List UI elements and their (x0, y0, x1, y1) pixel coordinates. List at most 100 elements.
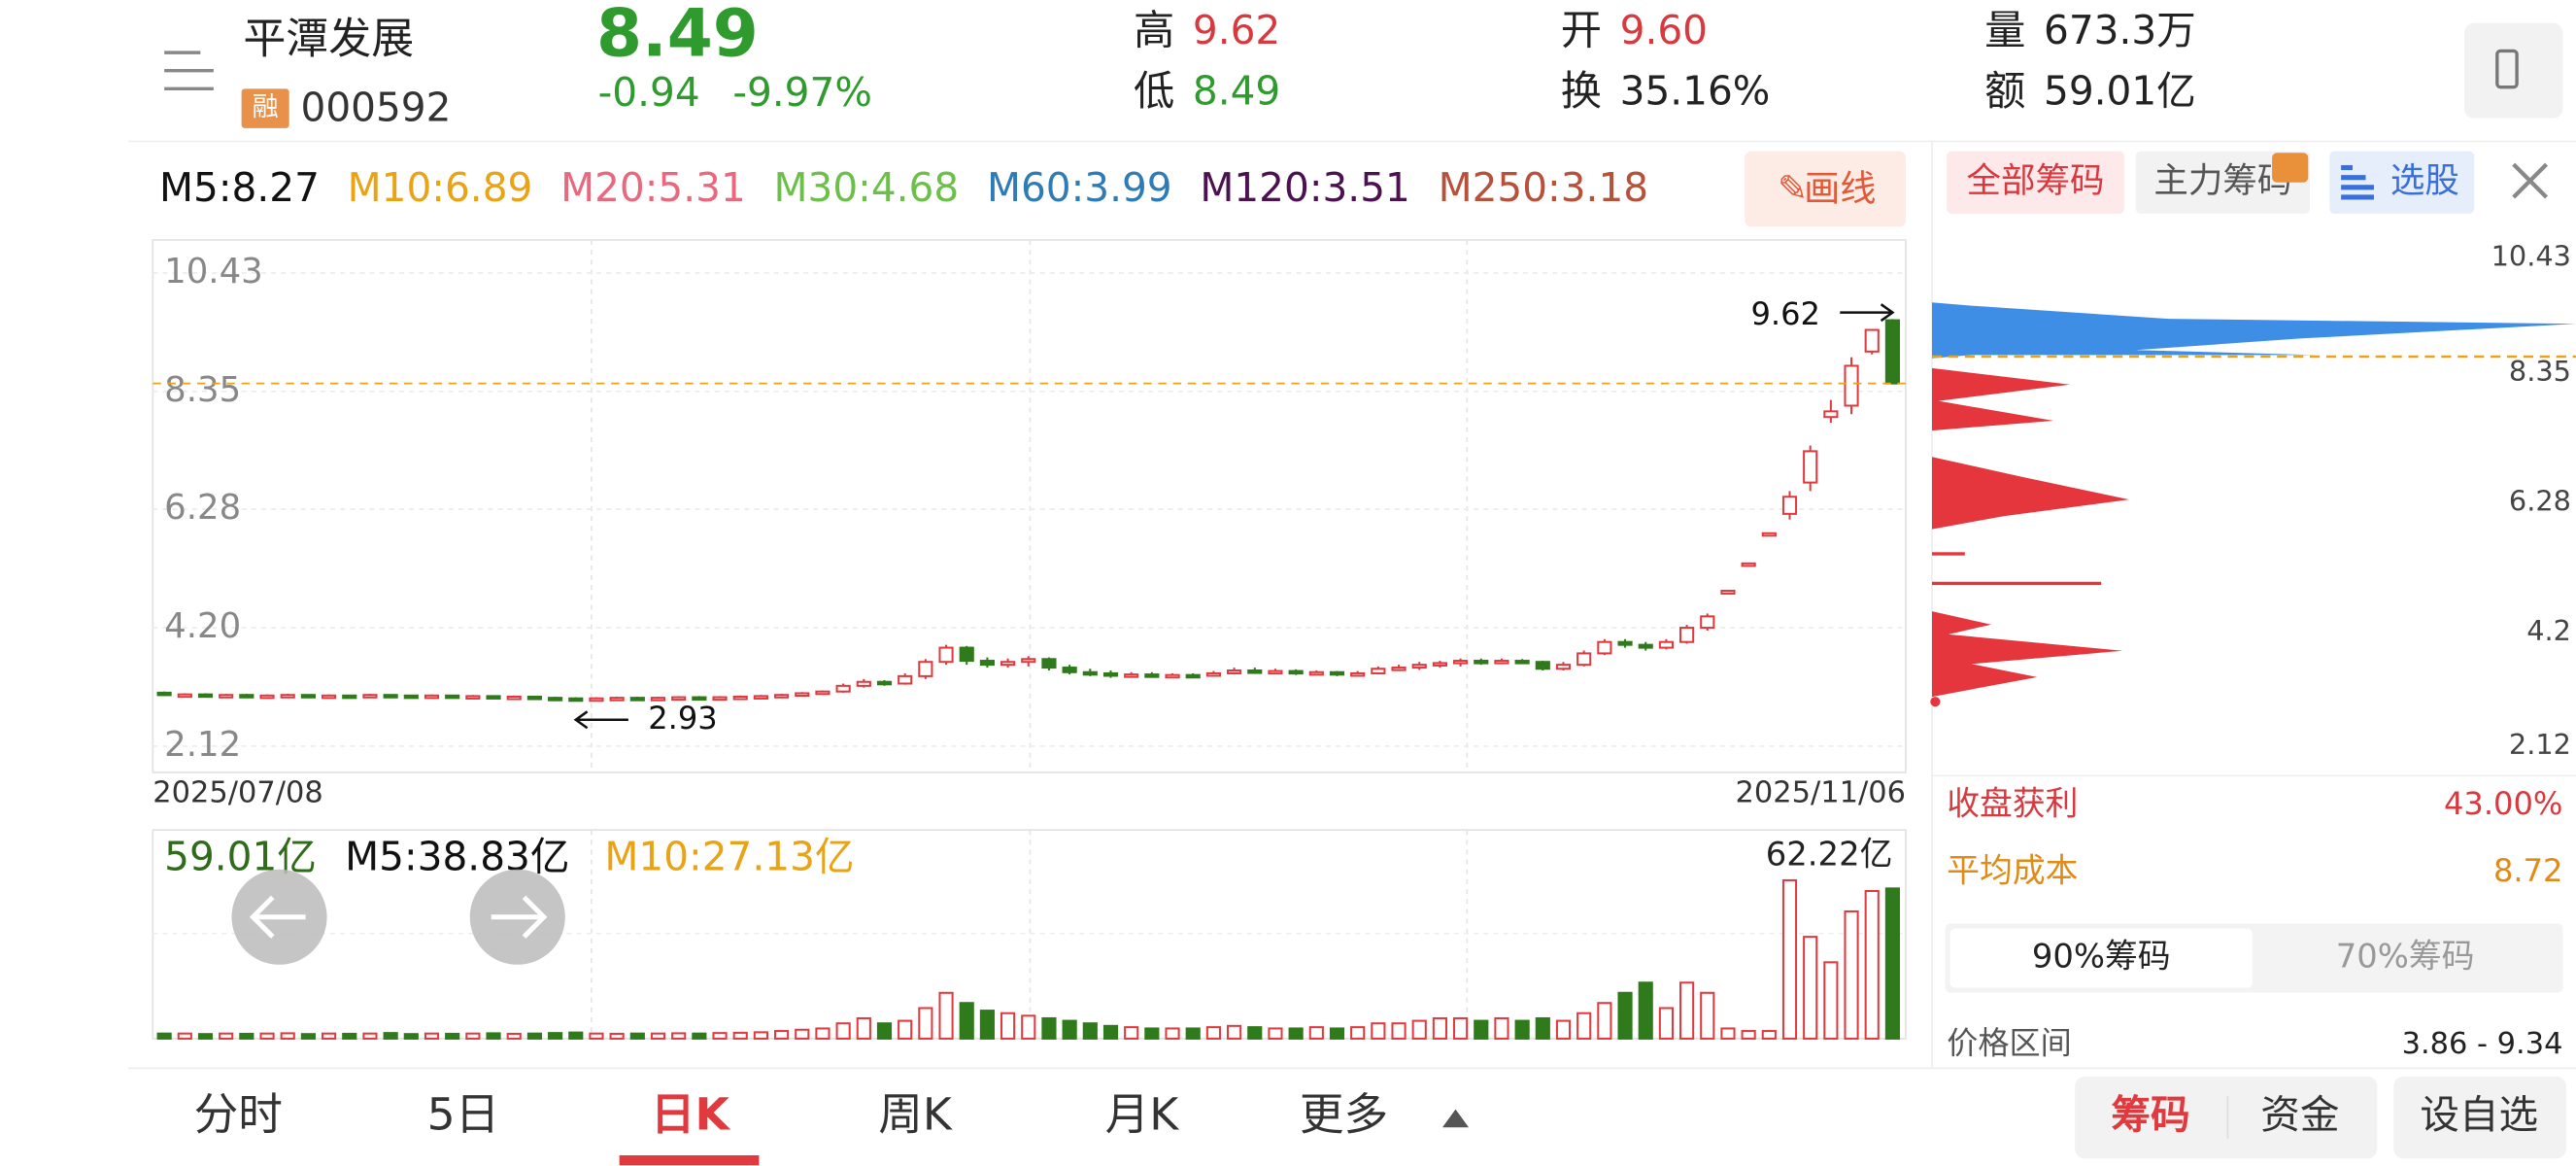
candle-body (1576, 652, 1592, 667)
volume-bar (486, 1032, 501, 1040)
period-tab[interactable]: 5日 (427, 1089, 500, 1141)
candle-body (1288, 669, 1304, 675)
volume-bar (465, 1032, 481, 1040)
candle-body (1823, 410, 1839, 419)
volume-bar (1185, 1027, 1201, 1040)
candle-body (383, 694, 398, 699)
volume-bar (856, 1016, 871, 1040)
candle-body (1494, 660, 1509, 665)
volume-bar (1741, 1030, 1756, 1040)
label: 额 (1984, 67, 2025, 115)
value: 673.3万 (2044, 7, 2196, 53)
badge: 融 (253, 92, 279, 122)
vol-m5: M5:38.83亿 (345, 834, 569, 880)
candle-body (650, 697, 666, 702)
volume-bar (918, 1007, 933, 1040)
candle-body (1000, 661, 1016, 667)
volume-bar (1205, 1026, 1221, 1040)
candle-body (219, 694, 234, 699)
watchlist-button[interactable]: 设自选 (2420, 1091, 2538, 1138)
candle-body (815, 690, 830, 696)
value: 9.62 (1193, 7, 1280, 53)
draw-button[interactable] (1745, 151, 1906, 227)
candle-body (1165, 673, 1180, 679)
label: 量 (1984, 6, 2025, 53)
ma-label: M60:3.99 (987, 164, 1172, 211)
y-tick-label: 10.43 (164, 252, 263, 292)
candle-body (589, 697, 604, 703)
menu-icon[interactable] (164, 51, 214, 91)
toggle-active[interactable] (1949, 928, 2253, 988)
volume-bar (1679, 981, 1695, 1040)
volume-bar (1144, 1027, 1160, 1040)
chip-tab[interactable]: 选股 (2390, 161, 2459, 201)
volume-bar (1000, 1012, 1016, 1040)
volume-bar (1658, 1007, 1674, 1040)
candle-body (1617, 640, 1633, 646)
candle-body (979, 660, 995, 667)
period-tab[interactable]: 更多 (1300, 1089, 1388, 1141)
chip-tab[interactable]: 主力筹码 (2153, 161, 2291, 201)
volume-bar (280, 1032, 295, 1040)
value: 35.16% (1620, 67, 1771, 114)
candle-body (1884, 319, 1900, 385)
candle-body (568, 697, 584, 703)
volume-bar (197, 1033, 214, 1040)
volume-bar (712, 1032, 728, 1040)
toggle-option[interactable]: 70%筹码 (2336, 938, 2475, 976)
candle-body (1205, 671, 1221, 677)
value: 59.01亿 (2044, 67, 2196, 114)
label: 高 (1134, 6, 1174, 53)
x-start: 2025/07/08 (153, 775, 322, 809)
chip-tab[interactable]: 全部筹码 (1967, 161, 2105, 201)
value: 8.49 (1193, 67, 1280, 114)
candle-body (197, 693, 214, 699)
candle-body (1432, 662, 1447, 667)
candle-body (1720, 589, 1736, 595)
chip-axis: 6.28 (2509, 485, 2571, 518)
range-label: 价格区间 (1947, 1025, 2072, 1062)
candle-body (938, 646, 954, 664)
volume-bar (1391, 1022, 1407, 1040)
candle-body (1741, 562, 1756, 567)
candle-body (259, 694, 275, 700)
candle-body (1041, 658, 1057, 669)
toggle-option[interactable]: 90%筹码 (2032, 938, 2171, 976)
volume-bar (1102, 1024, 1119, 1040)
candle-body (1124, 673, 1139, 678)
candle-body (1062, 667, 1077, 673)
volume-bar (1268, 1027, 1283, 1040)
chip-button[interactable]: 筹码 (2111, 1091, 2189, 1138)
period-tab[interactable]: 月K (1105, 1089, 1180, 1141)
tab-bg[interactable] (2135, 151, 2311, 214)
volume-bar (959, 1002, 974, 1040)
draw-button-label: 画线 (1804, 167, 1876, 210)
volume-bar (1514, 1019, 1530, 1040)
device-icon (2495, 49, 2519, 89)
candle-body (1247, 669, 1263, 674)
period-tab[interactable]: 日K (651, 1089, 731, 1141)
change: -0.94 (598, 69, 700, 116)
period-tab[interactable]: 分时 (194, 1089, 283, 1141)
ma-label: M10:6.89 (348, 164, 533, 211)
candle-body (774, 694, 790, 699)
candle-body (342, 694, 357, 700)
volume-bar (1350, 1026, 1366, 1040)
tab-bg[interactable] (1947, 151, 2124, 214)
chip-axis: 4.2 (2526, 614, 2571, 647)
volume-bar (979, 1010, 995, 1040)
candle-body (1535, 661, 1550, 670)
period-tabs: 分时 5日 日K 周K 月K 更多 (194, 1089, 1389, 1141)
close-icon[interactable] (2512, 162, 2549, 199)
fund-button[interactable]: 资金 (2260, 1091, 2339, 1138)
candle-body (1329, 670, 1345, 676)
period-tab[interactable]: 周K (878, 1089, 953, 1141)
volume-bar (156, 1032, 172, 1040)
volume-bar (1823, 961, 1839, 1040)
volume-max-label: 62.22亿 (1766, 836, 1893, 874)
volume-bar (219, 1032, 234, 1040)
device-button[interactable] (2463, 22, 2563, 119)
volume-bar (1288, 1027, 1304, 1040)
candle-body (1781, 496, 1798, 515)
candle-body (609, 697, 625, 702)
